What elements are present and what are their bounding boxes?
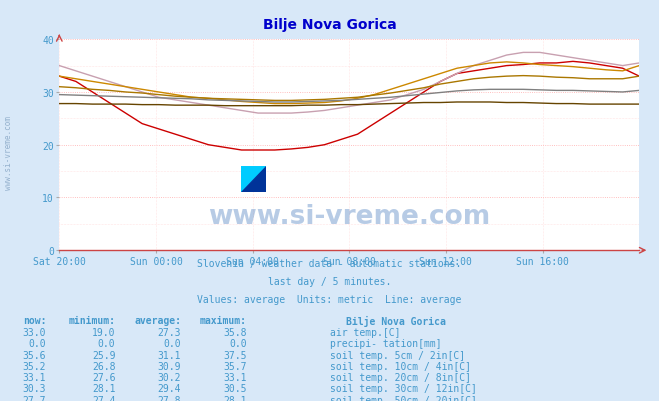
Text: 30.2: 30.2 bbox=[158, 372, 181, 382]
Polygon shape bbox=[241, 167, 266, 193]
Text: soil temp. 20cm / 8in[C]: soil temp. 20cm / 8in[C] bbox=[330, 372, 471, 382]
Text: soil temp. 5cm / 2in[C]: soil temp. 5cm / 2in[C] bbox=[330, 350, 465, 360]
Text: 0.0: 0.0 bbox=[163, 338, 181, 348]
Text: 37.5: 37.5 bbox=[223, 350, 247, 360]
Text: 27.4: 27.4 bbox=[92, 395, 115, 401]
Text: 35.8: 35.8 bbox=[223, 327, 247, 337]
Text: minimum:: minimum: bbox=[69, 315, 115, 325]
Text: 26.8: 26.8 bbox=[92, 361, 115, 371]
Text: 19.0: 19.0 bbox=[92, 327, 115, 337]
Polygon shape bbox=[241, 167, 266, 193]
Text: Values: average  Units: metric  Line: average: Values: average Units: metric Line: aver… bbox=[197, 295, 462, 305]
Text: 0.0: 0.0 bbox=[98, 338, 115, 348]
Text: 29.4: 29.4 bbox=[158, 383, 181, 393]
Text: 33.1: 33.1 bbox=[22, 372, 46, 382]
Text: www.si-vreme.com: www.si-vreme.com bbox=[208, 204, 490, 229]
Text: 30.9: 30.9 bbox=[158, 361, 181, 371]
Text: precipi- tation[mm]: precipi- tation[mm] bbox=[330, 338, 441, 348]
Text: soil temp. 30cm / 12in[C]: soil temp. 30cm / 12in[C] bbox=[330, 383, 476, 393]
Text: soil temp. 50cm / 20in[C]: soil temp. 50cm / 20in[C] bbox=[330, 395, 476, 401]
Text: 35.6: 35.6 bbox=[22, 350, 46, 360]
Text: www.si-vreme.com: www.si-vreme.com bbox=[4, 115, 13, 189]
Text: 25.9: 25.9 bbox=[92, 350, 115, 360]
Text: 33.1: 33.1 bbox=[223, 372, 247, 382]
Text: last day / 5 minutes.: last day / 5 minutes. bbox=[268, 277, 391, 287]
Text: 30.5: 30.5 bbox=[223, 383, 247, 393]
Text: average:: average: bbox=[134, 315, 181, 325]
Text: 35.7: 35.7 bbox=[223, 361, 247, 371]
Text: 31.1: 31.1 bbox=[158, 350, 181, 360]
Text: 30.3: 30.3 bbox=[22, 383, 46, 393]
Text: 28.1: 28.1 bbox=[92, 383, 115, 393]
Text: now:: now: bbox=[22, 315, 46, 325]
Text: Bilje Nova Gorica: Bilje Nova Gorica bbox=[263, 18, 396, 32]
Text: soil temp. 10cm / 4in[C]: soil temp. 10cm / 4in[C] bbox=[330, 361, 471, 371]
Text: 28.1: 28.1 bbox=[223, 395, 247, 401]
Text: 27.8: 27.8 bbox=[158, 395, 181, 401]
Text: 27.7: 27.7 bbox=[22, 395, 46, 401]
Text: 27.6: 27.6 bbox=[92, 372, 115, 382]
Text: 27.3: 27.3 bbox=[158, 327, 181, 337]
Text: Slovenia / weather data - automatic stations.: Slovenia / weather data - automatic stat… bbox=[197, 259, 462, 269]
Text: Bilje Nova Gorica: Bilje Nova Gorica bbox=[346, 315, 446, 326]
Text: 0.0: 0.0 bbox=[28, 338, 46, 348]
Text: 33.0: 33.0 bbox=[22, 327, 46, 337]
Text: 35.2: 35.2 bbox=[22, 361, 46, 371]
Text: maximum:: maximum: bbox=[200, 315, 247, 325]
Text: 0.0: 0.0 bbox=[229, 338, 247, 348]
Text: air temp.[C]: air temp.[C] bbox=[330, 327, 400, 337]
